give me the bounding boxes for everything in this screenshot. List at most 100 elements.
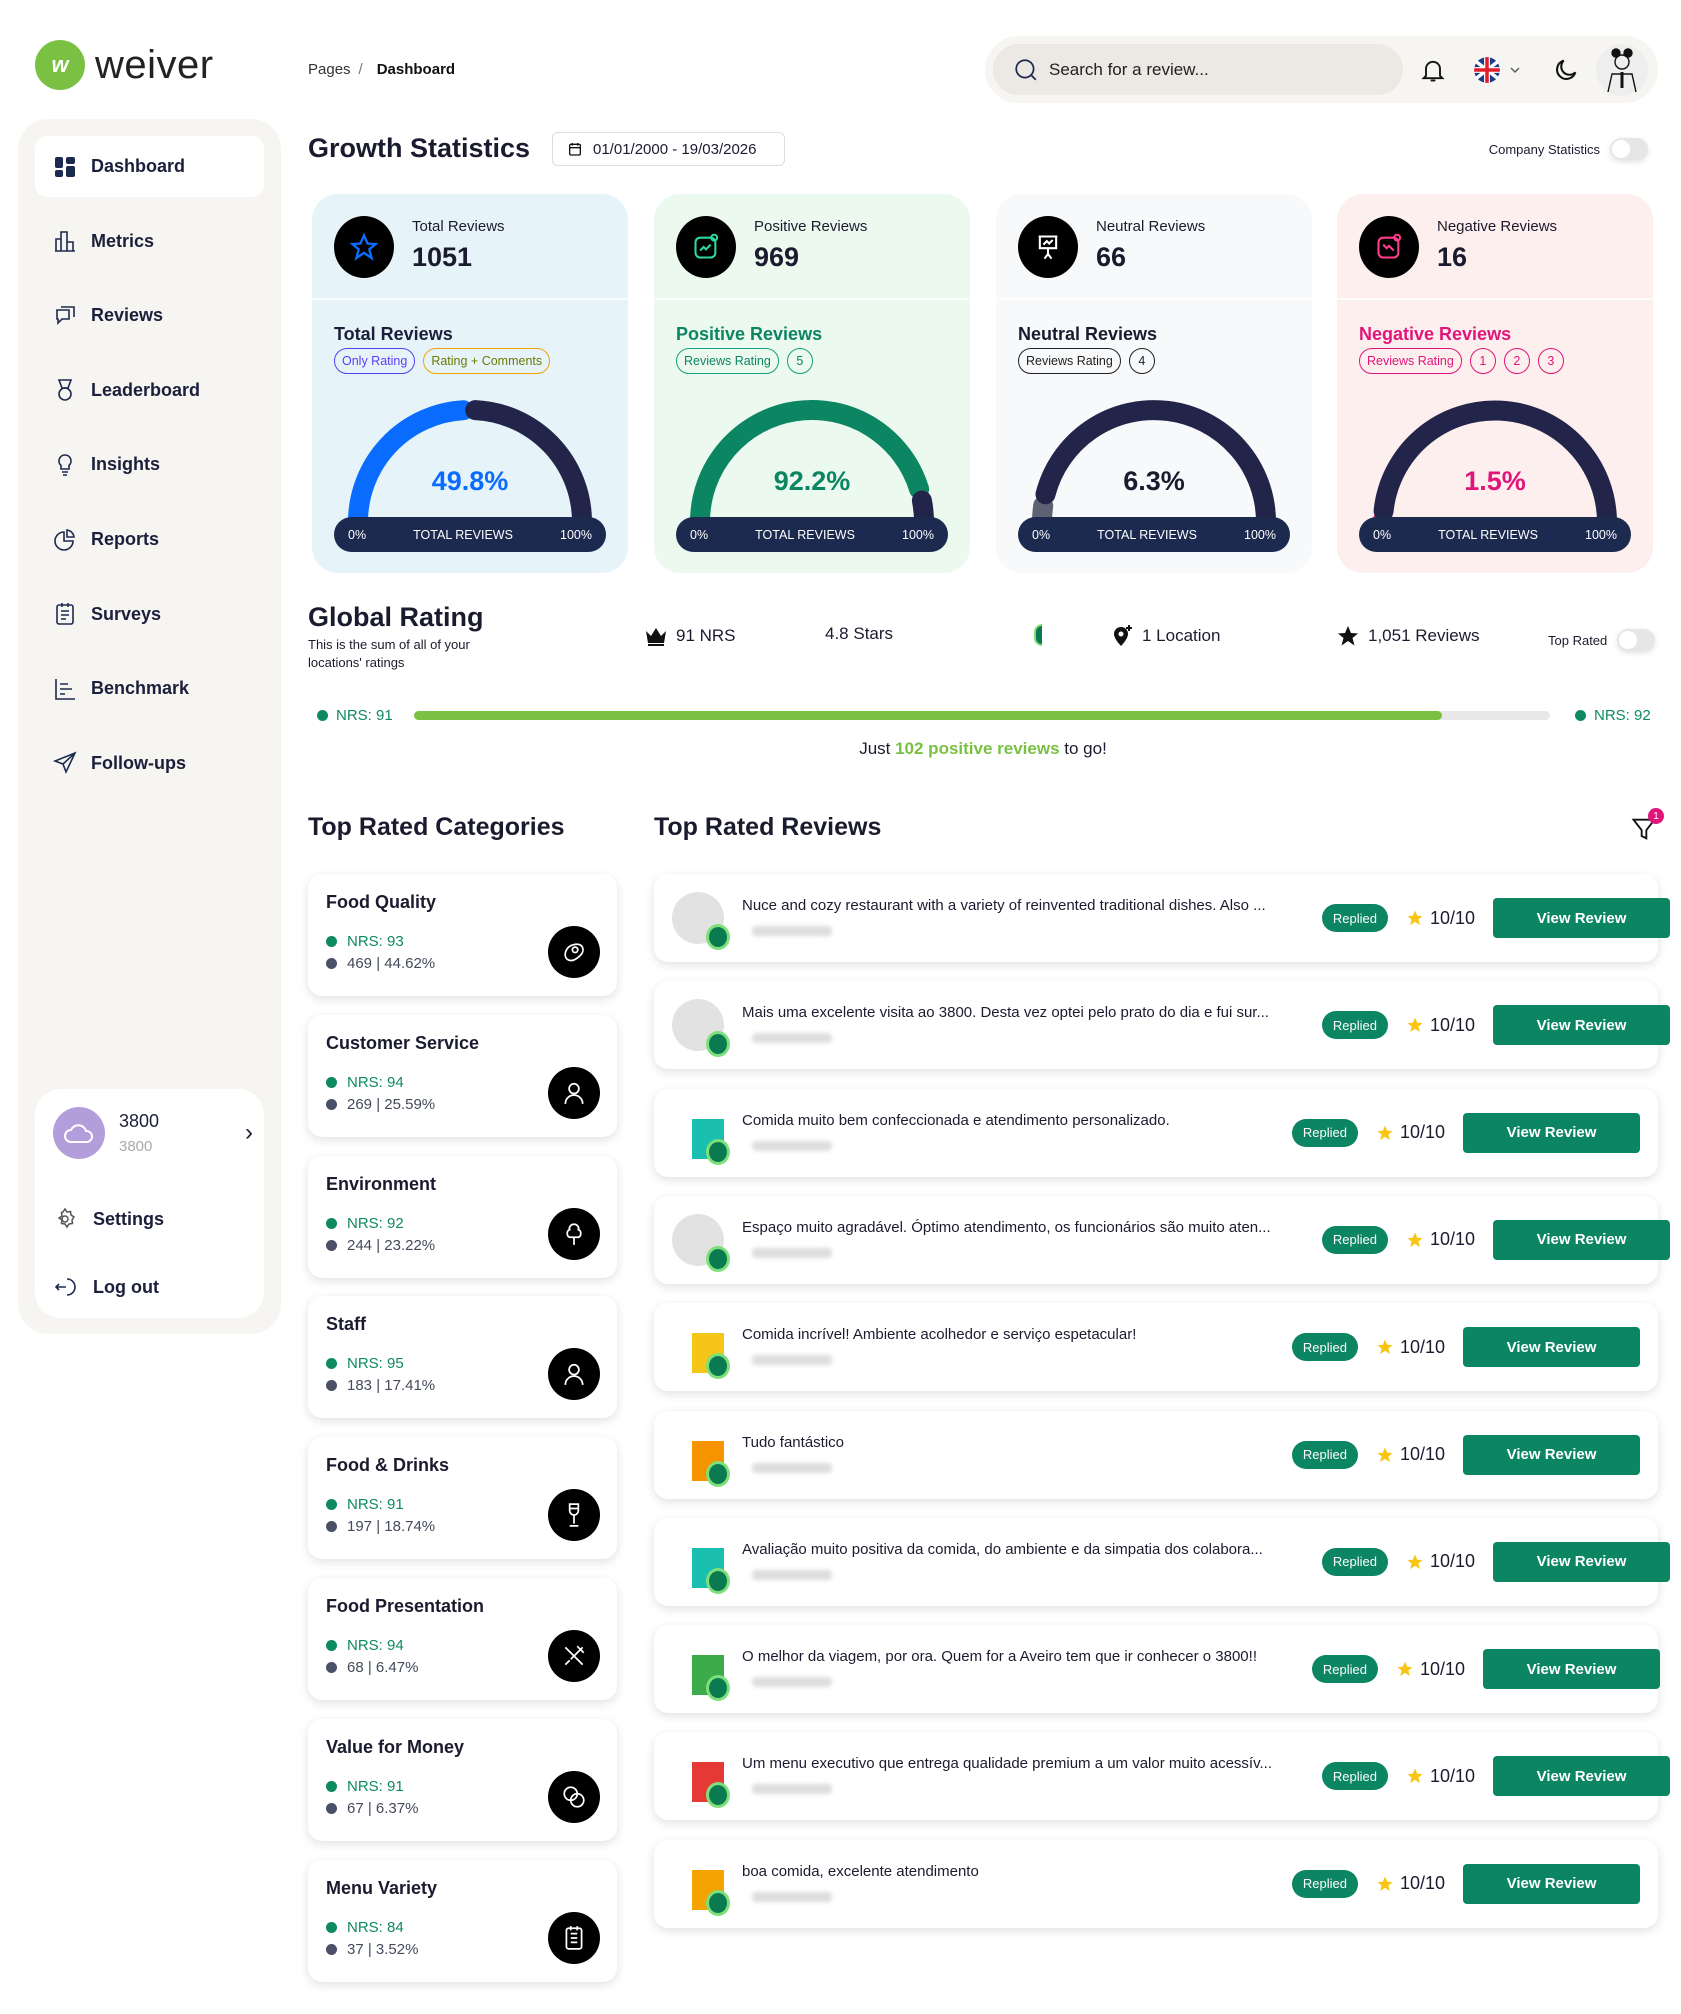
category-nrs-value: NRS: 84 xyxy=(347,1918,404,1936)
sidebar-bottom-card: 3800 3800 › Settings Log out xyxy=(35,1089,264,1318)
location-selector[interactable]: 3800 3800 › xyxy=(53,1107,253,1159)
category-card[interactable]: Value for Money NRS: 91 67 | 6.37% xyxy=(308,1718,617,1841)
dot-icon xyxy=(326,1640,337,1651)
rating-value: 10/10 xyxy=(1419,1658,1465,1679)
rating-filter-chip[interactable]: Reviews Rating xyxy=(1359,348,1462,374)
wine-glass-icon xyxy=(548,1489,600,1542)
rating-filter-chip[interactable]: 5 xyxy=(786,348,813,374)
reviewer-name-blurred xyxy=(752,1462,832,1473)
star-icon xyxy=(1377,1447,1393,1462)
dot-icon xyxy=(326,1076,337,1088)
view-review-button[interactable]: View Review xyxy=(1463,1434,1640,1475)
card-label: Positive Reviews xyxy=(754,218,868,235)
category-card[interactable]: Menu Variety NRS: 84 37 | 3.52% xyxy=(308,1859,617,1982)
category-card[interactable]: Customer Service NRS: 94 269 | 25.59% xyxy=(308,1014,617,1137)
sidebar-item-label: Reports xyxy=(91,529,160,549)
chevron-down-icon[interactable] xyxy=(1507,56,1523,84)
sidebar-item-reports[interactable]: Reports xyxy=(35,509,264,570)
category-card[interactable]: Staff NRS: 95 183 | 17.41% xyxy=(308,1296,617,1419)
review-row: boa comida, excelente atendimento Replied… xyxy=(654,1839,1658,1928)
search-icon xyxy=(1015,58,1037,80)
coins-icon xyxy=(548,1770,600,1823)
category-card[interactable]: Food Presentation NRS: 94 68 | 6.47% xyxy=(308,1578,617,1700)
rating-filter-chip[interactable]: Reviews Rating xyxy=(676,348,779,374)
breadcrumb-parent[interactable]: Pages xyxy=(308,61,351,78)
sidebar-item-label: Dashboard xyxy=(91,156,186,176)
review-rating: 10/10 xyxy=(1376,1873,1445,1894)
review-text: Tudo fantástico xyxy=(742,1433,845,1451)
view-review-button[interactable]: View Review xyxy=(1493,1541,1670,1582)
review-row: Um menu executivo que entrega qualidade … xyxy=(654,1732,1670,1821)
user-avatar[interactable] xyxy=(1596,44,1648,96)
rating-filter-chip[interactable]: Rating + Comments xyxy=(423,348,551,374)
rating-filter-chip[interactable]: Only Rating xyxy=(334,348,416,374)
replied-badge: Replied xyxy=(1291,1118,1358,1147)
sidebar-item-label: Insights xyxy=(91,454,161,475)
review-actions: Replied 10/10 View Review xyxy=(1321,898,1670,938)
sidebar-item-surveys[interactable]: Surveys xyxy=(35,584,264,645)
review-rating: 10/10 xyxy=(1406,1015,1475,1036)
to-go-message: Just 102 positive reviews to go! xyxy=(0,739,1681,759)
review-actions: Replied 10/10 View Review xyxy=(1291,1327,1640,1368)
rating-filter-chip[interactable]: 1 xyxy=(1469,348,1496,374)
sidebar-item-reviews[interactable]: Reviews xyxy=(35,285,264,346)
reviewer-name-blurred xyxy=(752,926,832,936)
review-actions: Replied 10/10 View Review xyxy=(1321,1219,1670,1260)
company-statistics-toggle[interactable] xyxy=(1610,138,1648,160)
logo[interactable]: w weiver xyxy=(35,40,214,90)
dot-icon xyxy=(326,1780,337,1792)
rating-filter-chip[interactable]: 2 xyxy=(1503,348,1530,374)
date-range-picker[interactable]: 01/01/2000 - 19/03/2026 xyxy=(552,132,785,166)
gauge-percent: 6.3% xyxy=(1123,466,1185,496)
category-card[interactable]: Food & Drinks NRS: 91 197 | 18.74% xyxy=(308,1437,617,1560)
view-review-button[interactable]: View Review xyxy=(1483,1649,1660,1690)
categories-title: Top Rated Categories xyxy=(308,813,565,841)
scale-label: TOTAL REVIEWS xyxy=(1097,527,1197,542)
filter-count-badge: 1 xyxy=(1648,808,1664,824)
sidebar-item-followups[interactable]: Follow-ups xyxy=(35,733,264,794)
category-nrs-value: NRS: 94 xyxy=(347,1637,404,1654)
search-input[interactable]: Search for a review... xyxy=(993,44,1403,95)
rating-filter-chip[interactable]: Reviews Rating xyxy=(1018,348,1121,374)
sidebar-item-leaderboard[interactable]: Leaderboard xyxy=(35,360,264,421)
category-card[interactable]: Food Quality NRS: 93 469 | 44.62% xyxy=(308,874,617,996)
nrs-progress-bar xyxy=(414,711,1550,720)
view-review-button[interactable]: View Review xyxy=(1493,1756,1670,1797)
view-review-button[interactable]: View Review xyxy=(1493,898,1670,938)
dashboard-icon xyxy=(53,155,77,179)
view-review-button[interactable]: View Review xyxy=(1463,1327,1640,1368)
gauge-percent: 92.2% xyxy=(773,466,851,496)
scale-max: 100% xyxy=(560,527,592,542)
sidebar-item-metrics[interactable]: Metrics xyxy=(35,211,264,272)
rating-filter-chip[interactable]: 4 xyxy=(1128,348,1155,374)
scale-max: 100% xyxy=(1244,527,1276,542)
followups-icon xyxy=(53,751,77,775)
review-rating: 10/10 xyxy=(1376,1444,1445,1465)
sidebar-item-label: Metrics xyxy=(91,230,155,251)
sidebar-item-insights[interactable]: Insights xyxy=(35,434,264,495)
rating-filter-chip[interactable]: 3 xyxy=(1537,348,1564,374)
bell-icon[interactable] xyxy=(1419,56,1447,84)
reviewer-name-blurred xyxy=(752,1569,832,1580)
view-review-button[interactable]: View Review xyxy=(1493,1005,1670,1046)
gauge-value-arc xyxy=(690,400,930,532)
view-review-button[interactable]: View Review xyxy=(1493,1219,1670,1260)
category-nrs-value: NRS: 91 xyxy=(347,1777,404,1795)
top-rated-toggle[interactable] xyxy=(1617,629,1656,651)
gauge-title: Positive Reviews xyxy=(676,324,823,344)
sidebar-item-dashboard[interactable]: Dashboard xyxy=(35,136,264,197)
uk-flag-icon[interactable] xyxy=(1473,56,1501,84)
dot-icon xyxy=(326,1943,337,1955)
source-badge-icon xyxy=(706,1031,730,1058)
settings-link[interactable]: Settings xyxy=(53,1207,164,1231)
star-icon xyxy=(1407,910,1423,926)
gauge-title: Total Reviews xyxy=(334,324,453,344)
category-card[interactable]: Environment NRS: 92 244 | 23.22% xyxy=(308,1155,617,1278)
view-review-button[interactable]: View Review xyxy=(1463,1863,1640,1904)
moon-icon[interactable] xyxy=(1552,56,1580,84)
logout-link[interactable]: Log out xyxy=(53,1275,159,1299)
sidebar-item-benchmark[interactable]: Benchmark xyxy=(35,658,264,719)
chip-group: Reviews Rating 1 2 3 xyxy=(1359,348,1564,374)
view-review-button[interactable]: View Review xyxy=(1463,1112,1640,1153)
gauge-percent: 49.8% xyxy=(431,466,509,496)
